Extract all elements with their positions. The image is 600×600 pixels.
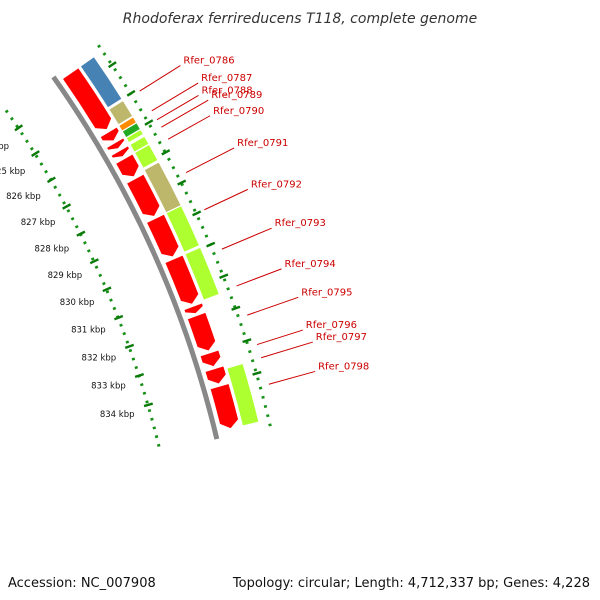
outer-scale-tick bbox=[126, 89, 136, 97]
gene-label: Rfer_0797 bbox=[316, 332, 367, 343]
outer-scale-tick bbox=[107, 61, 117, 69]
gene-label: Rfer_0796 bbox=[306, 320, 357, 331]
scale-tick bbox=[113, 314, 124, 321]
outer-dotted-line bbox=[97, 44, 272, 427]
outer-scale-tick bbox=[231, 305, 241, 311]
outer-dot-track bbox=[97, 44, 272, 427]
gene-label: Rfer_0793 bbox=[275, 218, 326, 229]
genome-summary-text: Topology: circular; Length: 4,712,337 bp… bbox=[232, 576, 590, 591]
gene-label-leader bbox=[167, 115, 211, 140]
feature-color-block bbox=[133, 143, 159, 170]
outer-scale-tick bbox=[144, 119, 154, 126]
gene-label-leader bbox=[139, 65, 181, 92]
forward-cds-arrow bbox=[109, 144, 131, 160]
gene-label-leader bbox=[247, 296, 299, 316]
outer-scale-tick bbox=[177, 179, 187, 186]
scale-tick bbox=[31, 150, 40, 157]
scale-tick bbox=[89, 258, 99, 265]
outer-scale-tick bbox=[219, 273, 229, 279]
gene-label: Rfer_0795 bbox=[301, 287, 352, 298]
tick-label: 827 kbp bbox=[21, 218, 56, 228]
gene-label-leader bbox=[268, 370, 316, 385]
forward-cds-arrow bbox=[125, 172, 162, 218]
tick-label: 830 kbp bbox=[60, 298, 95, 308]
tick-label: 824 kbp bbox=[0, 142, 9, 152]
forward-cds-arrow bbox=[61, 66, 113, 131]
forward-cds-arrow bbox=[163, 253, 200, 306]
gene-label: Rfer_0794 bbox=[285, 259, 336, 270]
gene-label: Rfer_0791 bbox=[237, 138, 288, 149]
tick-label: 829 kbp bbox=[48, 271, 83, 281]
scale-dotted-line bbox=[4, 109, 162, 453]
backbone-line bbox=[51, 75, 220, 440]
scale-tick bbox=[76, 230, 86, 237]
forward-cds-arrow bbox=[145, 212, 181, 258]
tick-label: 833 kbp bbox=[91, 381, 126, 391]
gene-label-leader bbox=[221, 227, 272, 250]
gene-label-leader bbox=[256, 329, 303, 346]
forward-cds-arrow bbox=[114, 152, 141, 178]
outer-scale-tick bbox=[161, 149, 171, 156]
forward-cds-arrow bbox=[198, 348, 222, 368]
scale-ticks bbox=[14, 124, 154, 408]
scale-dot-track bbox=[4, 109, 162, 453]
scale-tick bbox=[62, 203, 72, 210]
outer-scale-tick bbox=[192, 210, 202, 217]
gene-label-leader bbox=[161, 99, 209, 128]
forward-cds-arrow bbox=[98, 125, 121, 142]
tick-label: 834 kbp bbox=[100, 410, 135, 420]
forward-cds-arrow bbox=[105, 136, 126, 152]
feature-color-block bbox=[165, 204, 201, 254]
feature-color-block bbox=[107, 99, 134, 126]
gene-label: Rfer_0792 bbox=[251, 179, 302, 190]
feature-color-block bbox=[125, 128, 145, 144]
tick-label: 826 kbp bbox=[6, 192, 41, 202]
gene-label: Rfer_0787 bbox=[201, 73, 252, 84]
gene-label: Rfer_0788 bbox=[201, 85, 252, 96]
feature-color-track bbox=[79, 55, 260, 427]
forward-cds-track bbox=[61, 66, 240, 430]
scale-tick bbox=[14, 124, 24, 132]
tick-label: 825 kbp bbox=[0, 167, 25, 177]
scale-tick bbox=[134, 372, 145, 378]
tick-label: 832 kbp bbox=[82, 353, 117, 363]
gene-label-leader bbox=[261, 341, 313, 359]
gene-label-leader bbox=[204, 188, 249, 211]
forward-cds-arrow bbox=[182, 301, 205, 315]
outer-scale-tick bbox=[206, 241, 216, 248]
tick-label: 831 kbp bbox=[71, 326, 106, 336]
gene-label-leader bbox=[236, 268, 282, 287]
scale-tick bbox=[124, 343, 135, 350]
forward-cds-arrow bbox=[186, 311, 217, 353]
backbone-track bbox=[51, 75, 220, 440]
feature-color-block bbox=[183, 246, 221, 302]
gene-label-leader bbox=[151, 82, 199, 112]
outer-scale-tick bbox=[252, 370, 262, 376]
gene-label: Rfer_0798 bbox=[318, 361, 369, 372]
tick-labels: 824 kbp 825 kbp 826 kbp 827 kbp 828 kbp 829 k… bbox=[0, 142, 134, 420]
scale-tick bbox=[143, 402, 154, 408]
accession-text: Accession: NC_007908 bbox=[8, 576, 156, 591]
gene-label: Rfer_0789 bbox=[211, 90, 262, 101]
gene-label: Rfer_0790 bbox=[213, 106, 264, 117]
outer-scale-tick bbox=[242, 338, 252, 344]
scale-tick bbox=[46, 176, 56, 184]
scale-tick bbox=[102, 286, 112, 293]
gene-label: Rfer_0786 bbox=[183, 56, 234, 67]
gene-label-leader bbox=[185, 147, 235, 174]
gene-label-leader bbox=[156, 95, 199, 121]
feature-color-block bbox=[79, 55, 123, 109]
forward-cds-arrow bbox=[203, 364, 228, 386]
tick-label: 828 kbp bbox=[35, 244, 70, 254]
forward-cds-arrow bbox=[208, 382, 240, 430]
feature-color-block bbox=[225, 362, 260, 427]
map-title: Rhodoferax ferrireducens T118, complete … bbox=[123, 11, 477, 27]
